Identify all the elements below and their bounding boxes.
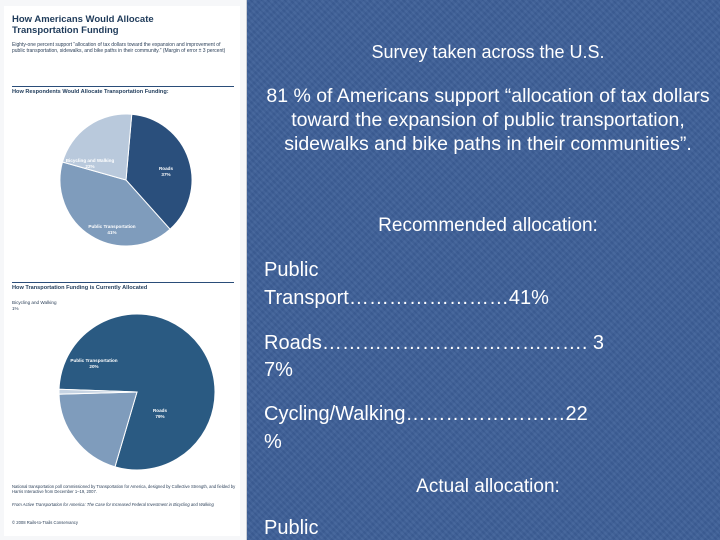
roads-line-1: Roads…………………………………. 3 xyxy=(264,332,605,354)
actual-heading: Actual allocation: xyxy=(416,476,560,497)
source-book: From Active Transportation for America: … xyxy=(12,502,214,507)
survey-figure: How Americans Would Allocate Transportat… xyxy=(4,6,240,536)
slice-pct-roads: 37% xyxy=(161,172,170,177)
slice-pct-bicycling-and-walking: 22% xyxy=(85,164,94,169)
copyright: © 2008 Rails-to-Trails Conservancy xyxy=(12,520,78,525)
slice-label-public-transportation: Public Transportation xyxy=(88,224,135,229)
pie2-callout-label: Bicycling and Walking xyxy=(12,300,57,305)
slice-pct-public-transportation: 41% xyxy=(107,230,116,235)
cycling-line-2: % xyxy=(264,431,282,453)
figure-title-line2: Transportation Funding xyxy=(12,25,119,36)
public-transport-line-2: Transport……………………41% xyxy=(264,287,549,309)
section1-heading: How Respondents Would Allocate Transport… xyxy=(12,86,234,95)
pie2-callout-pct: 1% xyxy=(12,305,19,311)
figure-title-line1: How Americans Would Allocate xyxy=(12,14,154,25)
pie-slice-bicycling-and-walking xyxy=(61,113,133,181)
public-actual-line: Public xyxy=(264,517,319,539)
slice-label-roads: Roads xyxy=(153,408,167,413)
recommended-heading: Recommended allocation: xyxy=(378,215,598,236)
slice-pct-roads: 79% xyxy=(155,414,164,419)
cycling-line-1: Cycling/Walking……………………22 xyxy=(264,403,588,425)
figure-title: How Americans Would Allocate Transportat… xyxy=(12,14,232,36)
slice-label-bicycling-and-walking: Bicycling and Walking xyxy=(66,158,115,163)
pie2-callout: Bicycling and Walking 1% xyxy=(12,300,72,311)
figure-intro: Eighty-one percent support “allocation o… xyxy=(12,42,226,55)
public-transport-line-1: Public xyxy=(264,259,319,281)
roads-line-2: 7% xyxy=(264,359,293,381)
pie-slice-bicycling-and-walking xyxy=(58,388,138,395)
slice-label-public-transportation: Public Transportation xyxy=(70,358,117,363)
pie-slice-public-transportation xyxy=(59,161,171,247)
pie-slice-roads xyxy=(125,113,193,230)
survey-line: Survey taken across the U.S. xyxy=(371,42,605,62)
survey-paragraph: 81 % of Americans support “allocation of… xyxy=(266,85,710,155)
slice-pct-public-transportation: 20% xyxy=(89,364,98,369)
slice-label-roads: Roads xyxy=(159,166,173,171)
source-note: National transportation poll commissione… xyxy=(12,484,236,495)
figure-strip: How Americans Would Allocate Transportat… xyxy=(0,0,247,540)
pie-slice-public-transportation xyxy=(58,391,138,468)
section2-heading: How Transportation Funding is Currently … xyxy=(12,282,234,291)
